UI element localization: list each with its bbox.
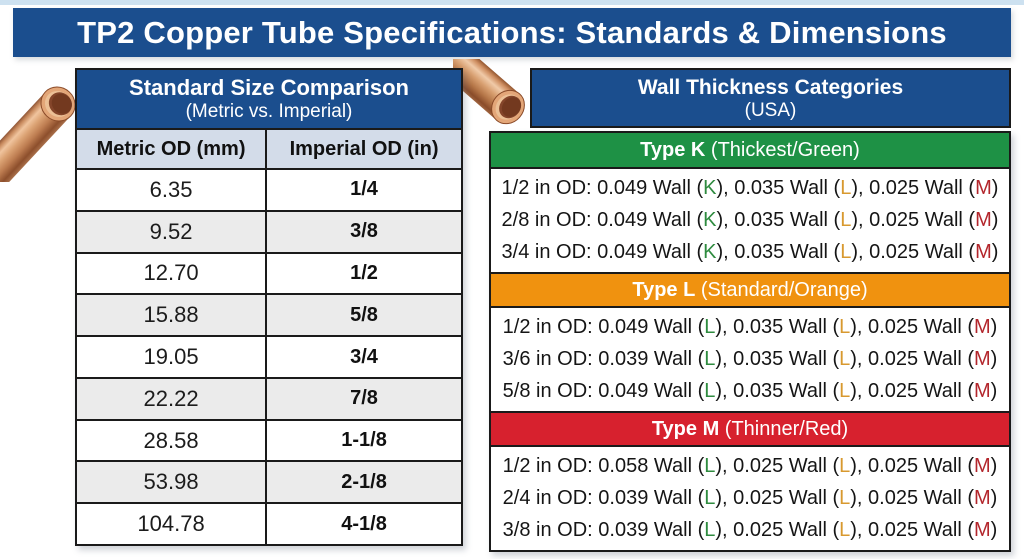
- spec-line: 3/8 in OD: 0.039 Wall (L), 0.025 Wall (L…: [502, 519, 998, 541]
- section-name: Type M: [651, 417, 720, 440]
- size-table-header: Standard Size Comparison (Metric vs. Imp…: [77, 70, 461, 130]
- size-table-title: Standard Size Comparison: [129, 75, 409, 100]
- wall-type-letter: L: [839, 316, 851, 338]
- table-row: 53.98 2-1/8: [77, 462, 461, 505]
- table-row: 9.52 3/8: [77, 211, 461, 254]
- spec-line: 2/8 in OD: 0.049 Wall (K), 0.035 Wall (L…: [501, 209, 999, 231]
- section-name: Type L: [632, 278, 696, 301]
- imperial-od-cell: 7/8: [350, 387, 378, 410]
- column-header-metric: Metric OD (mm): [77, 130, 268, 168]
- wall-categories-header: Wall Thickness Categories (USA): [530, 68, 1011, 128]
- table-row: 19.05 3/4: [77, 337, 461, 379]
- column-header-imperial: Imperial OD (in): [289, 137, 439, 160]
- section-qualifier: (Standard/Orange): [695, 278, 868, 301]
- metric-od-cell: 6.35: [77, 170, 268, 210]
- metric-od-cell: 22.22: [77, 378, 268, 419]
- wall-type-letter: L: [840, 177, 852, 199]
- size-table-rows: 6.35 1/4 9.52 3/8 12.70 1/2 15.88 5/8 19.05 3/4 22…: [77, 170, 461, 545]
- wall-type-letter: L: [839, 455, 851, 477]
- section-header-type-m: Type M (Thinner/Red): [491, 411, 1009, 447]
- section-qualifier: (Thinner/Red): [719, 417, 849, 440]
- wall-type-letter: K: [703, 177, 717, 199]
- spec-line: 1/2 in OD: 0.058 Wall (L), 0.025 Wall (L…: [502, 455, 998, 477]
- top-edge-strip: [0, 0, 1024, 5]
- wall-type-letter: L: [839, 380, 851, 402]
- page-title: TP2 Copper Tube Specifications: Standard…: [13, 8, 1011, 57]
- table-row: 6.35 1/4: [77, 170, 461, 212]
- table-row: 12.70 1/2: [77, 253, 461, 296]
- section-header-type-l: Type L (Standard/Orange): [491, 272, 1009, 308]
- section-header-type-k: Type K (Thickest/Green): [491, 133, 1009, 169]
- section-content: 1/2 in OD: 0.049 Wall (K), 0.035 Wall (L…: [491, 169, 1009, 272]
- spec-line: 2/4 in OD: 0.039 Wall (L), 0.025 Wall (L…: [502, 487, 998, 509]
- table-row: 22.22 7/8: [77, 378, 461, 421]
- wall-type-letter: M: [973, 380, 991, 402]
- wall-type-letter: L: [839, 348, 851, 370]
- section-content: 1/2 in OD: 0.058 Wall (L), 0.025 Wall (L…: [491, 447, 1009, 550]
- wall-type-letter: M: [975, 177, 992, 199]
- size-comparison-table: Standard Size Comparison (Metric vs. Imp…: [75, 68, 463, 546]
- copper-tube-image-middle: [453, 59, 525, 125]
- spec-line: 1/2 in OD: 0.049 Wall (K), 0.035 Wall (L…: [501, 177, 999, 199]
- wall-type-letter: L: [839, 487, 851, 509]
- imperial-od-cell: 1-1/8: [341, 429, 387, 452]
- spec-line: 5/8 in OD: 0.049 Wall (L), 0.035 Wall (L…: [502, 380, 998, 402]
- metric-od-cell: 28.58: [77, 420, 268, 461]
- spec-line: 3/6 in OD: 0.039 Wall (L), 0.035 Wall (L…: [502, 348, 998, 370]
- wall-type-letter: M: [973, 519, 991, 541]
- wall-type-letter: M: [973, 487, 991, 509]
- metric-od-cell: 12.70: [77, 253, 268, 294]
- imperial-od-cell: 5/8: [350, 303, 378, 326]
- wall-type-letter: L: [839, 519, 851, 541]
- section-name: Type K: [640, 138, 706, 161]
- imperial-od-cell: 3/4: [350, 345, 378, 368]
- imperial-od-cell: 3/8: [350, 220, 378, 243]
- metric-od-cell: 19.05: [77, 337, 268, 377]
- wall-type-letter: K: [703, 209, 717, 231]
- wall-type-letter: M: [975, 209, 992, 231]
- wall-categories-subtitle: (USA): [744, 99, 797, 121]
- imperial-od-cell: 1/4: [350, 178, 378, 201]
- table-row: 28.58 1-1/8: [77, 420, 461, 463]
- section-content: 1/2 in OD: 0.049 Wall (L), 0.035 Wall (L…: [491, 308, 1009, 411]
- metric-od-cell: 104.78: [77, 504, 268, 545]
- wall-type-letter: M: [973, 455, 991, 477]
- spec-line: 1/2 in OD: 0.049 Wall (L), 0.035 Wall (L…: [502, 316, 998, 338]
- wall-type-letter: L: [704, 316, 716, 338]
- imperial-od-cell: 2-1/8: [341, 470, 387, 493]
- table-row: 104.78 4-1/8: [77, 504, 461, 545]
- imperial-od-cell: 1/2: [350, 261, 378, 284]
- wall-categories-title: Wall Thickness Categories: [637, 75, 904, 99]
- imperial-od-cell: 4-1/8: [341, 512, 387, 535]
- wall-type-letter: K: [703, 241, 717, 263]
- wall-sections: Type K (Thickest/Green) 1/2 in OD: 0.049 …: [489, 131, 1011, 552]
- section-qualifier: (Thickest/Green): [705, 138, 860, 161]
- wall-type-letter: M: [975, 241, 992, 263]
- size-table-column-headers: Metric OD (mm) Imperial OD (in): [77, 130, 461, 170]
- wall-type-letter: L: [704, 519, 716, 541]
- table-row: 15.88 5/8: [77, 295, 461, 338]
- wall-type-letter: L: [704, 455, 716, 477]
- wall-type-letter: L: [704, 380, 716, 402]
- wall-type-letter: M: [973, 316, 991, 338]
- spec-line: 3/4 in OD: 0.049 Wall (K), 0.035 Wall (L…: [501, 241, 999, 263]
- wall-type-letter: M: [973, 348, 991, 370]
- copper-tube-image-left: [0, 86, 76, 182]
- wall-type-letter: L: [704, 348, 716, 370]
- wall-type-letter: L: [840, 209, 852, 231]
- wall-type-letter: L: [704, 487, 716, 509]
- metric-od-cell: 9.52: [77, 211, 268, 252]
- metric-od-cell: 15.88: [77, 295, 268, 336]
- metric-od-cell: 53.98: [77, 462, 268, 503]
- wall-type-letter: L: [840, 241, 852, 263]
- size-table-subtitle: (Metric vs. Imperial): [185, 101, 353, 122]
